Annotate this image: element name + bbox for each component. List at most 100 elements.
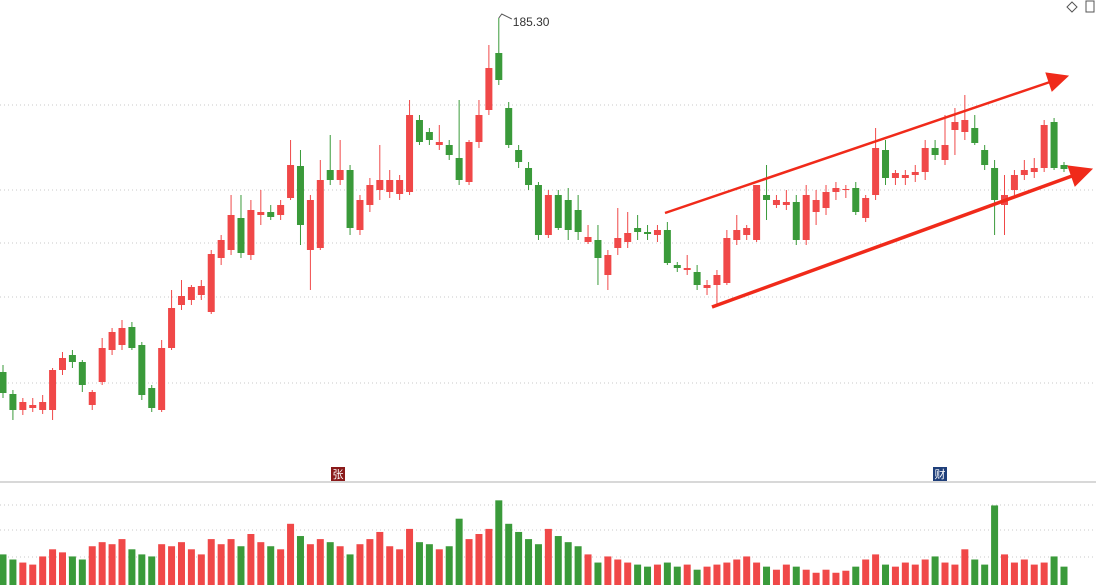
candle-body bbox=[108, 332, 116, 350]
volume-bar bbox=[584, 554, 592, 585]
volume-bar bbox=[108, 544, 116, 585]
candle-body bbox=[505, 108, 513, 145]
volume-bar bbox=[68, 556, 76, 585]
volume-bar bbox=[574, 546, 582, 585]
volume-bar bbox=[911, 564, 919, 585]
candle-body bbox=[336, 170, 344, 180]
candle-body bbox=[842, 189, 850, 190]
volume-bar bbox=[237, 546, 245, 585]
candle-body bbox=[247, 210, 255, 255]
volume-bar bbox=[644, 566, 652, 585]
candle-body bbox=[356, 200, 364, 230]
candle-body bbox=[68, 355, 76, 362]
annotation-leader bbox=[498, 13, 513, 20]
candle-body bbox=[981, 150, 989, 165]
volume-bar bbox=[267, 546, 275, 585]
candle-body bbox=[624, 233, 632, 242]
volume-bar bbox=[1050, 556, 1058, 585]
candle-body bbox=[753, 185, 761, 240]
volume-bar bbox=[891, 566, 899, 585]
candle-body bbox=[1040, 125, 1048, 168]
candle-body bbox=[743, 228, 751, 235]
volume-bar bbox=[653, 564, 661, 585]
candle-body bbox=[792, 202, 800, 240]
trend-arrows bbox=[664, 72, 1094, 309]
candle-body bbox=[445, 145, 453, 155]
candle-body bbox=[0, 372, 7, 393]
candle-body bbox=[58, 358, 66, 370]
volume-bar bbox=[564, 542, 572, 585]
candle-body bbox=[544, 195, 552, 235]
volume-bar bbox=[465, 539, 473, 585]
candle-body bbox=[802, 195, 810, 240]
panel-icon[interactable] bbox=[1085, 0, 1095, 13]
candle-body bbox=[98, 348, 106, 382]
arrow-head bbox=[1067, 165, 1094, 187]
volume-bar bbox=[941, 562, 949, 585]
candle-body bbox=[891, 173, 899, 178]
volume-bar bbox=[971, 559, 979, 585]
volume-bar bbox=[842, 570, 850, 585]
volume-bar bbox=[1020, 559, 1028, 585]
candle-body bbox=[177, 296, 185, 305]
trend-line bbox=[711, 174, 1073, 309]
volume-bar bbox=[782, 564, 790, 585]
volume-bar bbox=[386, 546, 394, 585]
volume-bar bbox=[991, 505, 999, 585]
candle-body bbox=[316, 180, 324, 248]
candle-body bbox=[693, 272, 701, 285]
candle-body bbox=[386, 180, 394, 192]
volume-bar bbox=[683, 564, 691, 585]
candle-body bbox=[49, 370, 57, 410]
candle-body bbox=[207, 254, 215, 312]
candle-body bbox=[158, 348, 166, 410]
diamond-icon[interactable] bbox=[1066, 1, 1078, 13]
volume-bar bbox=[475, 534, 483, 585]
volume-bar bbox=[713, 564, 721, 585]
volume-bar bbox=[0, 554, 7, 585]
volume-bar bbox=[663, 562, 671, 585]
candle-body bbox=[296, 166, 304, 225]
candle-body bbox=[822, 192, 830, 208]
marker-label[interactable]: 财 bbox=[935, 467, 946, 481]
candle-body bbox=[9, 394, 17, 410]
grid bbox=[0, 104, 1096, 558]
volume-bar bbox=[326, 542, 334, 585]
volume-bar bbox=[872, 554, 880, 585]
trend-line bbox=[664, 80, 1051, 215]
candle-body bbox=[78, 362, 86, 385]
volume-bar bbox=[29, 564, 37, 585]
candle-body bbox=[653, 230, 661, 235]
candle-body bbox=[772, 200, 780, 205]
marker-label[interactable]: 张 bbox=[333, 468, 344, 481]
candle-body bbox=[634, 228, 642, 232]
candle-body bbox=[168, 308, 176, 348]
volume-bar bbox=[554, 536, 562, 585]
marker-box[interactable] bbox=[933, 467, 947, 481]
volume-bar bbox=[336, 546, 344, 585]
plot: 185.30 bbox=[0, 13, 1068, 585]
volume-bar bbox=[753, 562, 761, 585]
volume-bar bbox=[852, 566, 860, 585]
candle-body bbox=[921, 148, 929, 172]
marker-box[interactable] bbox=[331, 467, 345, 481]
candle-body bbox=[525, 168, 533, 185]
candle-body bbox=[29, 405, 37, 408]
candle-body bbox=[415, 120, 423, 142]
volume-bar bbox=[415, 542, 423, 585]
candle-body bbox=[872, 148, 880, 195]
candle-body bbox=[733, 230, 741, 240]
volume-bar bbox=[594, 562, 602, 585]
candle-body bbox=[1060, 165, 1068, 169]
volume-bar bbox=[723, 562, 731, 585]
candle-body bbox=[1050, 122, 1058, 168]
volume-bar bbox=[9, 559, 17, 585]
candle-body bbox=[644, 232, 652, 234]
candle-body bbox=[604, 255, 612, 275]
volume-bar bbox=[316, 539, 324, 585]
candle-body bbox=[554, 195, 562, 228]
volume-bar bbox=[445, 546, 453, 585]
volume-bar bbox=[515, 531, 523, 585]
candle-body bbox=[1030, 168, 1038, 172]
